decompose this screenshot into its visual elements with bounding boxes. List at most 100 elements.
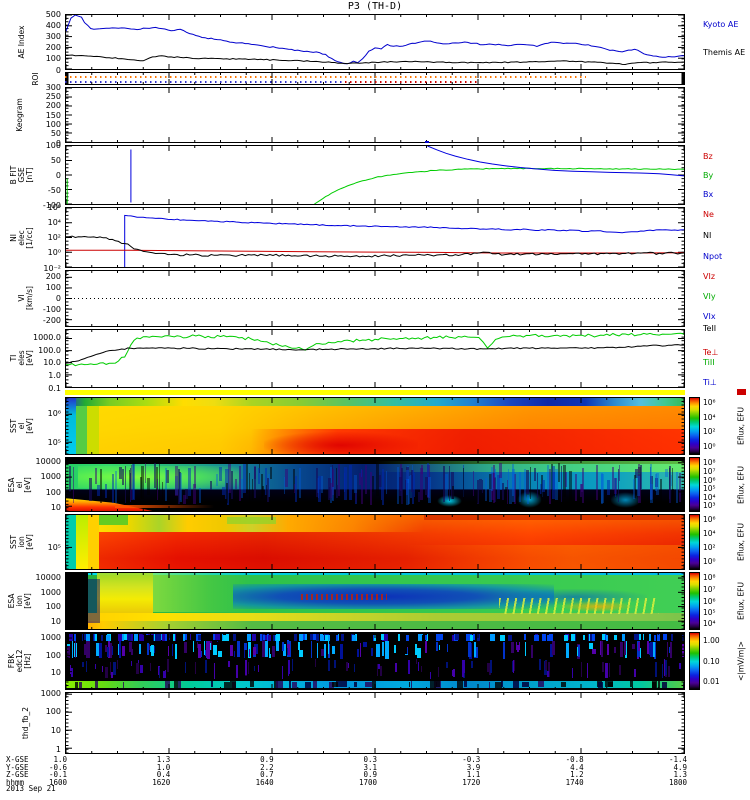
- spec-streak: [542, 479, 546, 493]
- bottom-axis-value: -0.1: [48, 770, 67, 779]
- spec-streak: [118, 640, 121, 659]
- spec-streak: [275, 634, 281, 641]
- colorbar-tick-label: 10⁸: [703, 458, 716, 467]
- y-tick-label: 10²: [47, 233, 61, 242]
- spec-streak: [508, 469, 510, 489]
- colorbar-unit-label: <|mV/m|>: [736, 641, 746, 681]
- spec-streak: [204, 649, 207, 656]
- axis-label-line: [eV]: [25, 350, 34, 366]
- spec-streak: [153, 463, 156, 488]
- spec-streak: [131, 660, 133, 667]
- spec-streak: [233, 651, 236, 658]
- spec-streak: [334, 660, 337, 669]
- spec-streak: [312, 681, 318, 688]
- colorbar-tick-label: 10⁶: [703, 596, 716, 606]
- y-tick-label: 100: [45, 707, 61, 717]
- y-tick-label: 500: [45, 9, 61, 19]
- spec-streak: [264, 634, 268, 641]
- spec-streak: [457, 644, 460, 657]
- spec-streak: [213, 634, 216, 641]
- spec-streak: [582, 634, 585, 641]
- spec-streak: [359, 643, 362, 658]
- bottom-axis-value: 3.9: [466, 762, 481, 772]
- spec-streak: [260, 474, 264, 500]
- spec-streak: [588, 634, 591, 641]
- spec-streak: [132, 463, 135, 500]
- series-Npot: [124, 214, 684, 267]
- panel-bfit: [65, 145, 685, 205]
- spec-streak: [473, 642, 476, 658]
- spec-streak: [336, 485, 339, 499]
- spec-streak: [435, 634, 440, 641]
- y-tick-label: 250: [45, 91, 61, 101]
- spec-streak: [663, 634, 667, 641]
- y-tick-label: -100: [42, 200, 61, 210]
- spec-streak: [244, 645, 246, 659]
- spec-streak: [625, 640, 628, 659]
- spec-streak: [68, 465, 71, 493]
- spec-streak: [335, 681, 343, 687]
- spec-streak: [638, 464, 641, 473]
- spec-streak: [513, 474, 516, 505]
- spec-streak: [462, 660, 465, 673]
- y-tick-label: 10: [50, 502, 61, 512]
- spec-streak: [495, 681, 502, 688]
- panel-temp: [65, 329, 685, 388]
- spec-streak: [259, 464, 261, 473]
- spec-streak: [417, 648, 421, 659]
- panel-axes-esa_ion: [66, 573, 684, 629]
- spec-streak: [215, 473, 219, 487]
- spec-streak: [106, 647, 109, 658]
- spec-streak: [146, 477, 150, 495]
- spec-streak: [665, 468, 668, 478]
- spec-streak: [491, 472, 495, 500]
- series-label: TiII: [703, 358, 715, 367]
- y-tick-label: 100: [45, 602, 61, 612]
- spec-streak: [228, 661, 231, 667]
- spec-streak: [141, 634, 145, 641]
- spec-streak: [363, 641, 367, 648]
- spec-streak: [508, 634, 513, 641]
- spec-streak: [222, 486, 225, 496]
- spec-streak: [319, 634, 325, 641]
- colorbar-tick-label: 10⁸: [703, 573, 716, 583]
- spec-streak: [378, 664, 380, 670]
- spec-streak: [222, 634, 228, 641]
- y-tick-label: 100: [45, 487, 61, 497]
- colorbar-tick-label: 10⁴: [703, 412, 716, 422]
- spec-streak: [607, 643, 610, 656]
- spec-streak: [512, 661, 514, 672]
- spec-streak: [411, 642, 414, 657]
- colorbar-esa_ion: [689, 572, 700, 630]
- spec-streak: [299, 649, 303, 658]
- y-tick-label: 10000: [35, 457, 61, 467]
- spec-streak: [161, 634, 165, 641]
- panel-ae: [65, 14, 685, 70]
- spec-streak: [487, 662, 490, 673]
- spec-streak: [209, 643, 212, 655]
- spec-streak: [637, 642, 641, 651]
- spec-streak: [100, 469, 102, 504]
- spec-streak: [471, 660, 474, 669]
- series-TiII: [66, 332, 684, 367]
- spec-streak: [139, 634, 143, 641]
- spec-streak: [411, 470, 414, 492]
- spec-streak: [437, 666, 439, 677]
- spec-streak: [497, 474, 501, 499]
- spec-streak: [506, 479, 509, 505]
- spec-streak: [503, 641, 506, 659]
- spec-streak: [650, 463, 653, 501]
- spec-streak: [566, 643, 569, 658]
- spec-streak: [595, 465, 598, 500]
- spec-streak: [365, 681, 373, 688]
- spec-streak: [640, 464, 642, 490]
- spec-streak: [218, 467, 222, 482]
- spec-streak: [454, 634, 460, 641]
- spec-streak: [418, 634, 423, 641]
- spec-streak: [437, 634, 441, 641]
- y-tick-label: 300: [45, 31, 61, 41]
- bottom-row-label: Z-GSE: [6, 770, 29, 779]
- y-tick-label: 10⁰: [47, 248, 61, 258]
- spec-streak: [499, 473, 503, 491]
- spec-layer: [66, 613, 684, 622]
